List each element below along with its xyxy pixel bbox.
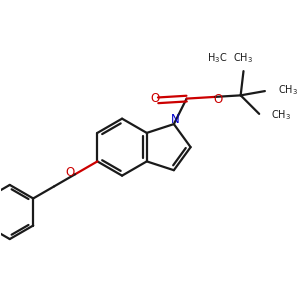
Text: CH$_3$: CH$_3$ — [271, 108, 291, 122]
Text: O: O — [65, 166, 75, 179]
Text: CH$_3$: CH$_3$ — [233, 52, 254, 65]
Text: O: O — [151, 92, 160, 105]
Text: CH$_3$: CH$_3$ — [278, 83, 298, 97]
Text: H$_3$C: H$_3$C — [208, 52, 228, 65]
Text: N: N — [171, 113, 180, 126]
Text: O: O — [214, 93, 223, 106]
